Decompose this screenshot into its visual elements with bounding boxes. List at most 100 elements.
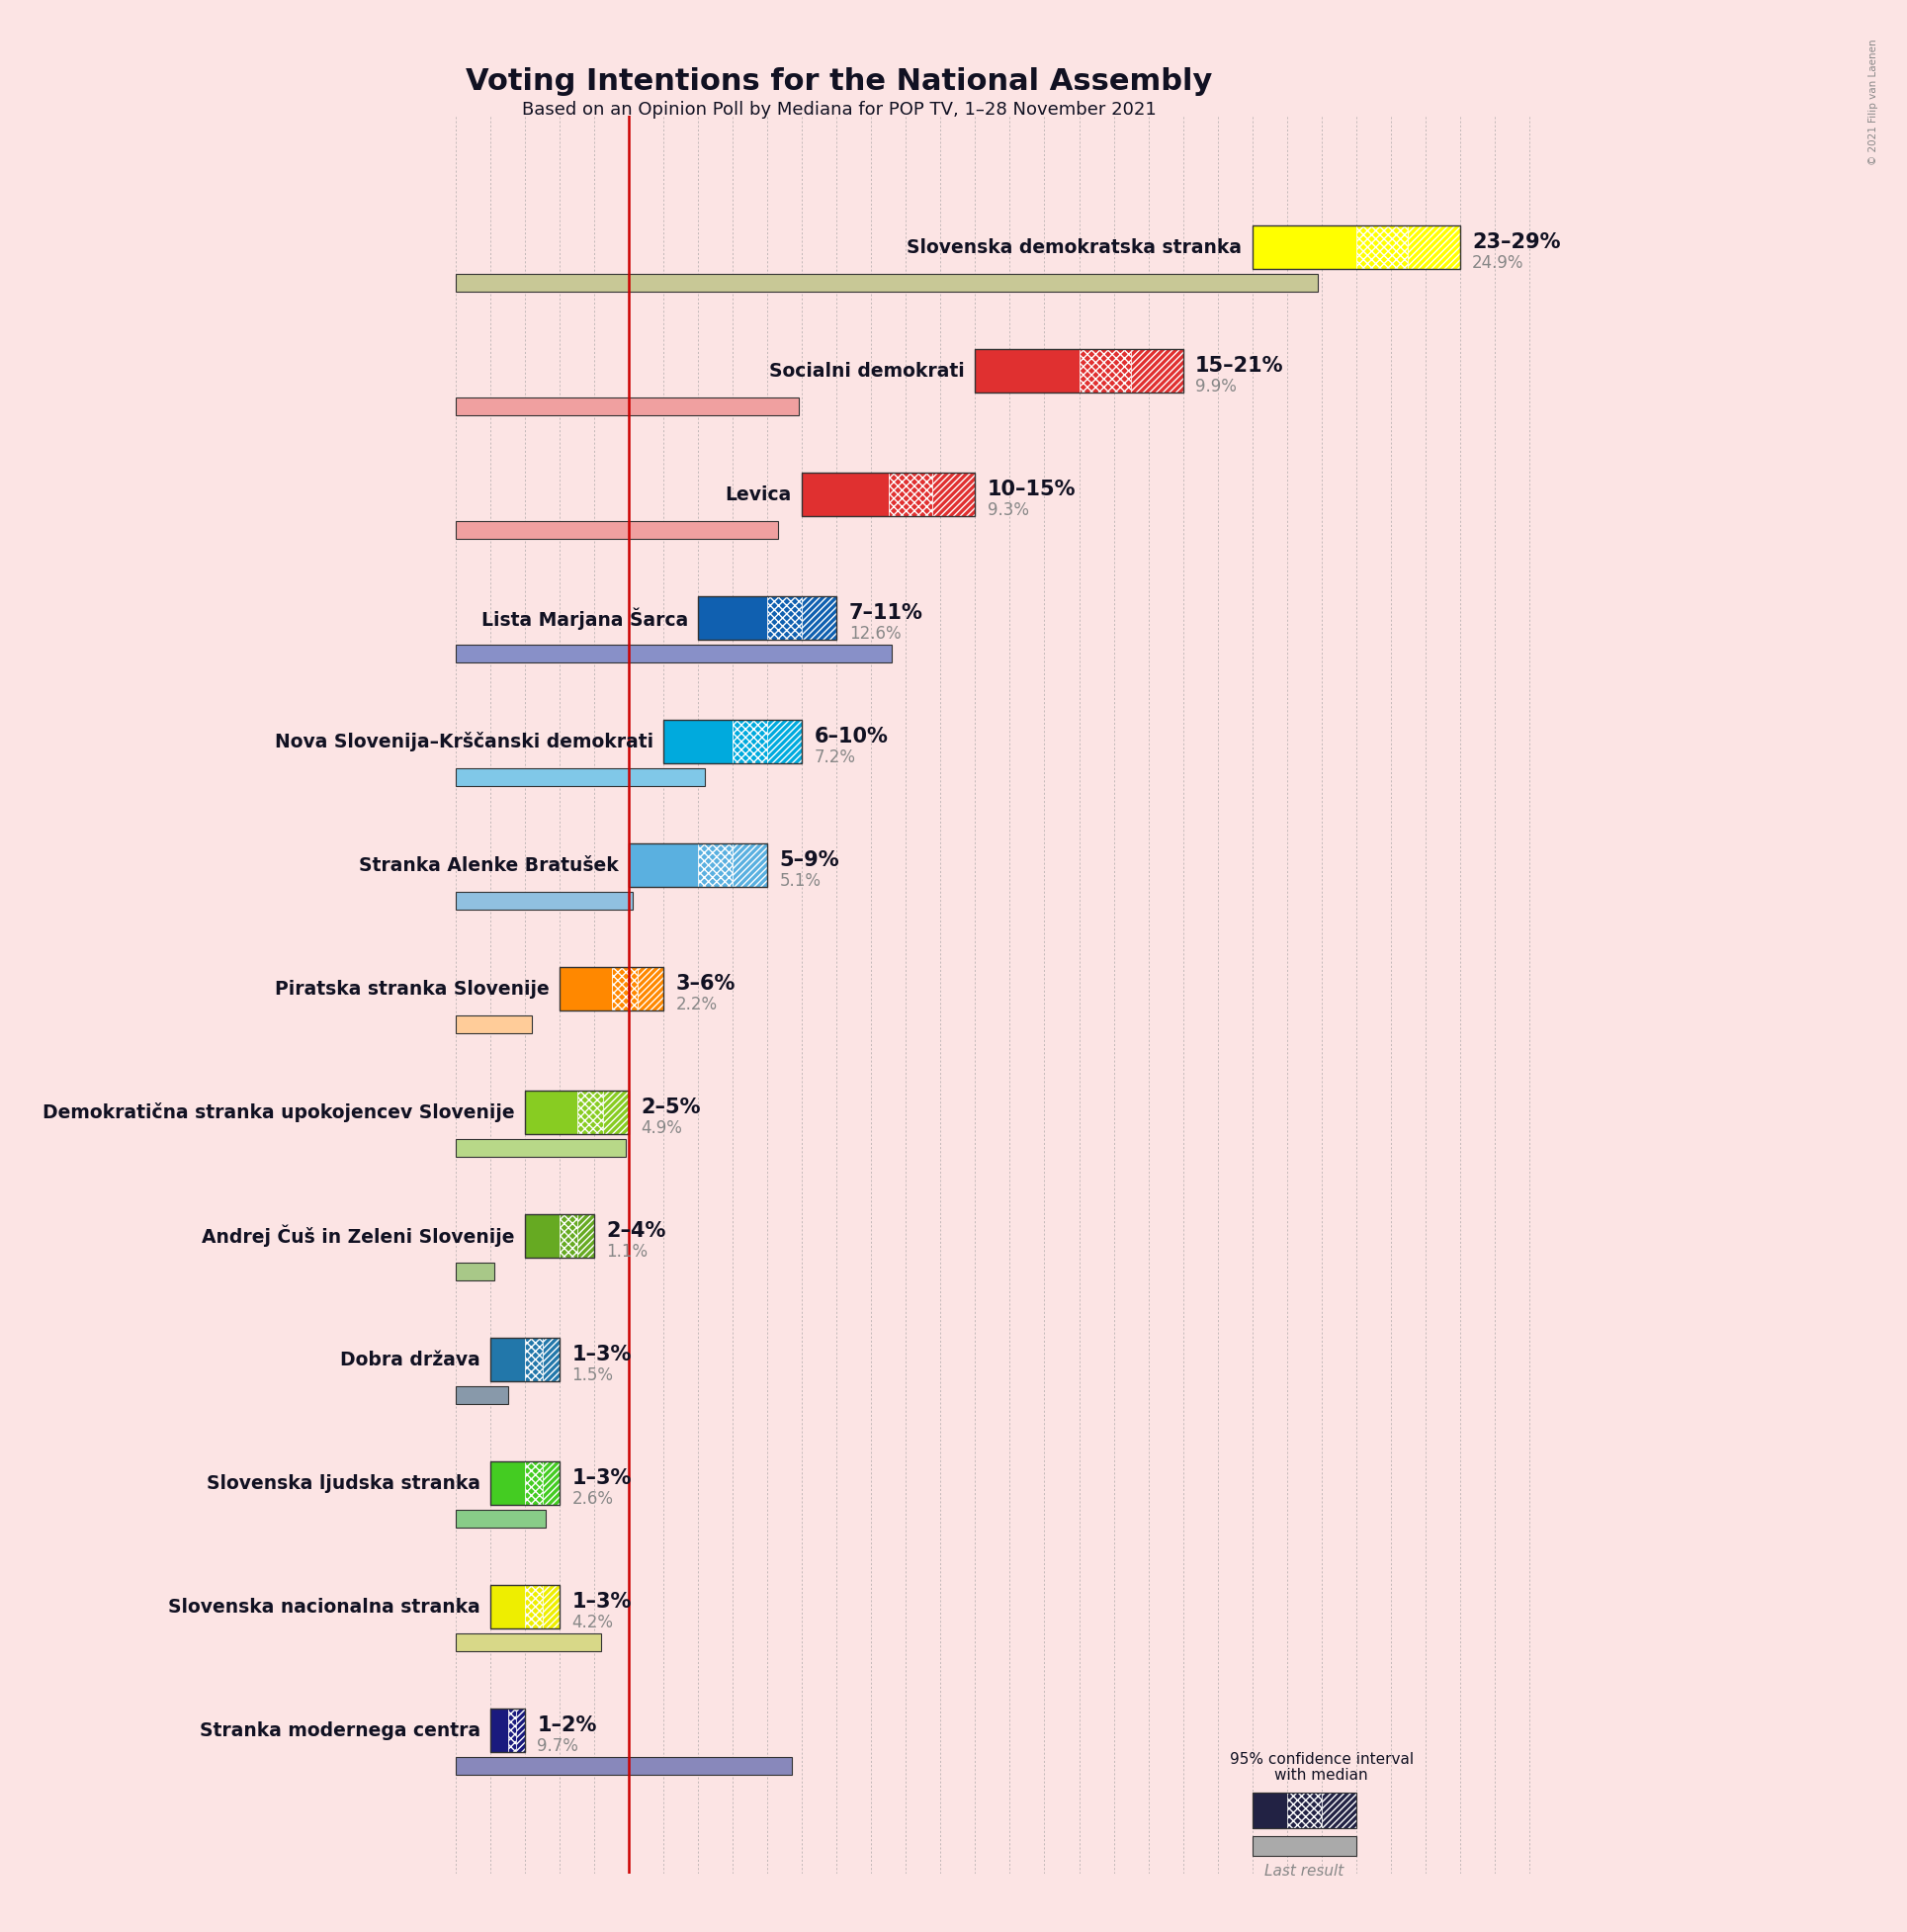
Bar (517, 1708, 524, 1752)
Bar (974, 350, 1079, 392)
Text: Socialni demokrati: Socialni demokrati (769, 361, 965, 381)
Bar (456, 274, 1318, 292)
Bar (561, 968, 612, 1010)
Text: Stranka Alenke Bratušek: Stranka Alenke Bratušek (359, 856, 618, 875)
Bar (1356, 226, 1407, 269)
Bar (456, 522, 778, 539)
Bar (767, 597, 803, 639)
Bar (524, 1213, 561, 1258)
Text: Dobra država: Dobra država (339, 1350, 481, 1370)
Bar (490, 1337, 561, 1381)
Bar (490, 1708, 524, 1752)
Bar (456, 1634, 601, 1652)
Text: Slovenska demokratska stranka: Slovenska demokratska stranka (906, 238, 1241, 257)
Bar (490, 1584, 524, 1629)
Text: 9.3%: 9.3% (988, 502, 1030, 520)
Text: © 2021 Filip van Laenen: © 2021 Filip van Laenen (1869, 39, 1878, 164)
Text: Last result: Last result (1264, 1864, 1344, 1880)
Text: Slovenska nacionalna stranka: Slovenska nacionalna stranka (168, 1598, 481, 1617)
Text: 4.2%: 4.2% (572, 1613, 614, 1633)
Text: 9.9%: 9.9% (1196, 379, 1236, 396)
Bar (524, 1213, 595, 1258)
Bar (698, 597, 767, 639)
Bar (542, 1584, 561, 1629)
Text: 5.1%: 5.1% (780, 873, 822, 891)
Text: 9.7%: 9.7% (538, 1737, 578, 1756)
Text: Lista Marjana Šarca: Lista Marjana Šarca (481, 607, 688, 630)
Bar (524, 1461, 542, 1505)
Bar (490, 1461, 561, 1505)
Bar (1131, 350, 1182, 392)
Text: 2.2%: 2.2% (675, 997, 717, 1014)
Text: 6–10%: 6–10% (814, 726, 889, 746)
Text: 1–3%: 1–3% (572, 1345, 631, 1364)
Bar (490, 1584, 561, 1629)
Bar (767, 721, 803, 763)
Text: 2–5%: 2–5% (641, 1097, 702, 1117)
Bar (490, 1708, 507, 1752)
Bar (933, 473, 974, 516)
Bar (1253, 226, 1461, 269)
Text: with median: with median (1274, 1768, 1367, 1783)
Bar (1253, 1793, 1356, 1828)
Bar (803, 473, 974, 516)
Bar (524, 1337, 542, 1381)
Bar (732, 844, 767, 887)
Bar (490, 1337, 524, 1381)
Text: 1–3%: 1–3% (572, 1592, 631, 1611)
Bar (524, 1092, 629, 1134)
Bar (456, 1511, 545, 1528)
Bar (1079, 350, 1131, 392)
Text: Stranka modernega centra: Stranka modernega centra (198, 1721, 481, 1741)
Bar (456, 1264, 494, 1281)
Text: Nova Slovenija–Krščanski demokrati: Nova Slovenija–Krščanski demokrati (275, 732, 654, 752)
Bar (542, 1337, 561, 1381)
Bar (664, 721, 803, 763)
Bar (561, 1213, 578, 1258)
Bar (524, 1092, 578, 1134)
Bar (1253, 1835, 1356, 1857)
Bar (456, 1387, 507, 1405)
Text: 7.2%: 7.2% (814, 750, 856, 767)
Text: 2–4%: 2–4% (606, 1221, 666, 1240)
Bar (490, 1461, 524, 1505)
Text: Andrej Čuš in Zeleni Slovenije: Andrej Čuš in Zeleni Slovenije (202, 1225, 515, 1248)
Bar (456, 1758, 791, 1776)
Text: Levica: Levica (725, 485, 791, 504)
Bar (456, 1016, 532, 1034)
Bar (1253, 1793, 1287, 1828)
Text: 12.6%: 12.6% (849, 626, 900, 643)
Text: 24.9%: 24.9% (1472, 255, 1524, 272)
Text: Voting Intentions for the National Assembly: Voting Intentions for the National Assem… (465, 68, 1213, 97)
Text: 1–3%: 1–3% (572, 1468, 631, 1488)
Bar (612, 968, 637, 1010)
Text: 4.9%: 4.9% (641, 1121, 683, 1138)
Bar (542, 1461, 561, 1505)
Text: Slovenska ljudska stranka: Slovenska ljudska stranka (206, 1474, 481, 1493)
Bar (1407, 226, 1461, 269)
Bar (456, 769, 706, 786)
Bar (456, 1140, 625, 1157)
Bar (456, 398, 799, 415)
Bar (698, 844, 732, 887)
Bar (803, 473, 889, 516)
Bar (456, 893, 633, 910)
Text: Piratska stranka Slovenije: Piratska stranka Slovenije (275, 980, 549, 999)
Text: 7–11%: 7–11% (849, 603, 923, 622)
Bar (1287, 1793, 1322, 1828)
Bar (524, 1584, 542, 1629)
Bar (1253, 226, 1356, 269)
Bar (664, 721, 732, 763)
Bar (578, 1213, 595, 1258)
Text: 2.6%: 2.6% (572, 1490, 614, 1509)
Text: Based on an Opinion Poll by Mediana for POP TV, 1–28 November 2021: Based on an Opinion Poll by Mediana for … (523, 100, 1156, 118)
Bar (578, 1092, 603, 1134)
Text: Demokratična stranka upokojencev Slovenije: Demokratična stranka upokojencev Sloveni… (42, 1103, 515, 1122)
Text: 15–21%: 15–21% (1196, 355, 1283, 375)
Bar (637, 968, 664, 1010)
Text: 3–6%: 3–6% (675, 974, 736, 993)
Bar (561, 968, 664, 1010)
Bar (629, 844, 698, 887)
Bar (889, 473, 933, 516)
Bar (732, 721, 767, 763)
